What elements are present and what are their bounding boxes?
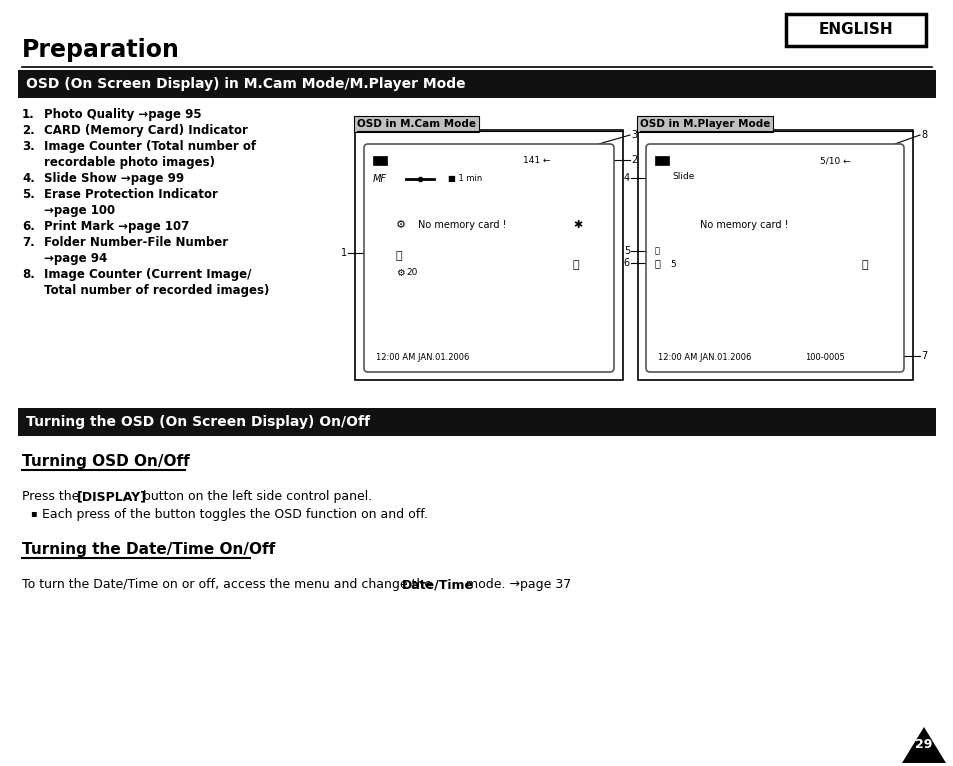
Text: 12:00 AM JAN.01.2006: 12:00 AM JAN.01.2006 [375, 353, 469, 362]
Text: Turning the Date/Time On/Off: Turning the Date/Time On/Off [22, 542, 275, 557]
Text: Slide: Slide [671, 172, 694, 181]
Text: Erase Protection Indicator: Erase Protection Indicator [44, 188, 217, 201]
Text: ⚙: ⚙ [395, 268, 404, 278]
Text: 2: 2 [630, 155, 637, 165]
Text: 4: 4 [623, 173, 629, 183]
Text: 29: 29 [914, 738, 932, 751]
Text: Each press of the button toggles the OSD function on and off.: Each press of the button toggles the OSD… [42, 508, 428, 521]
Text: No memory card !: No memory card ! [700, 220, 788, 230]
Text: Total number of recorded images): Total number of recorded images) [44, 284, 269, 297]
Text: 3.: 3. [22, 140, 34, 153]
Text: No memory card !: No memory card ! [417, 220, 506, 230]
Text: 12:00 AM JAN.01.2006: 12:00 AM JAN.01.2006 [658, 353, 751, 362]
Text: ▪: ▪ [30, 508, 36, 518]
Bar [18, 408, 935, 436]
Text: ✱: ✱ [573, 220, 581, 230]
Text: 2.: 2. [22, 124, 34, 137]
Text: 6: 6 [623, 258, 629, 268]
Text: 6.: 6. [22, 220, 35, 233]
Text: 5.: 5. [22, 188, 35, 201]
Text: OSD in M.Cam Mode: OSD in M.Cam Mode [356, 119, 476, 129]
Text: Press the: Press the [22, 490, 83, 503]
Text: 141 ←: 141 ← [522, 156, 550, 165]
Text: ⎙: ⎙ [655, 258, 660, 268]
Text: ⧉: ⧉ [573, 260, 579, 270]
Text: To turn the Date/Time on or off, access the menu and change the: To turn the Date/Time on or off, access … [22, 578, 436, 591]
Text: →page 100: →page 100 [44, 204, 115, 217]
Text: 5: 5 [669, 260, 675, 269]
Text: 4.: 4. [22, 172, 35, 185]
Text: button on the left side control panel.: button on the left side control panel. [139, 490, 372, 503]
Text: Turning OSD On/Off: Turning OSD On/Off [22, 454, 190, 469]
Text: OSD in M.Player Mode: OSD in M.Player Mode [639, 119, 770, 129]
Text: CARD (Memory Card) Indicator: CARD (Memory Card) Indicator [44, 124, 248, 137]
Bar [655, 156, 668, 165]
Text: 8.: 8. [22, 268, 35, 281]
Text: mode. →page 37: mode. →page 37 [461, 578, 571, 591]
Text: Image Counter (Total number of: Image Counter (Total number of [44, 140, 255, 153]
Text: Photo Quality →page 95: Photo Quality →page 95 [44, 108, 201, 121]
Text: Slide Show →page 99: Slide Show →page 99 [44, 172, 184, 185]
Text: 1.: 1. [22, 108, 34, 121]
Text: ■ 1 min: ■ 1 min [448, 174, 482, 183]
Bar [18, 70, 935, 98]
Text: recordable photo images): recordable photo images) [44, 156, 214, 169]
Bar [785, 14, 925, 46]
Text: 8: 8 [920, 130, 926, 140]
Text: ⚙: ⚙ [395, 220, 406, 230]
FancyBboxPatch shape [645, 144, 903, 372]
Text: Print Mark →page 107: Print Mark →page 107 [44, 220, 189, 233]
Text: 5/10 ←: 5/10 ← [820, 156, 850, 165]
Bar [373, 156, 387, 165]
Text: Date/Time: Date/Time [401, 578, 474, 591]
Text: ENGLISH: ENGLISH [818, 22, 892, 38]
Text: Preparation: Preparation [22, 38, 180, 62]
Text: 7.: 7. [22, 236, 34, 249]
Text: OSD (On Screen Display) in M.Cam Mode/M.Player Mode: OSD (On Screen Display) in M.Cam Mode/M.… [26, 77, 465, 91]
Text: ⎙: ⎙ [395, 251, 402, 261]
Text: →page 94: →page 94 [44, 252, 107, 265]
Bar [638, 130, 912, 380]
Text: ⧉: ⧉ [862, 260, 868, 270]
Text: 7: 7 [920, 351, 926, 361]
Text: MF: MF [373, 174, 387, 184]
Text: 20: 20 [406, 268, 416, 277]
Bar [355, 130, 622, 380]
Text: 3: 3 [630, 130, 637, 140]
FancyBboxPatch shape [364, 144, 614, 372]
Text: 🔒: 🔒 [655, 246, 659, 255]
Text: 5: 5 [623, 246, 629, 256]
Text: [DISPLAY]: [DISPLAY] [77, 490, 147, 503]
Text: Turning the OSD (On Screen Display) On/Off: Turning the OSD (On Screen Display) On/O… [26, 415, 370, 429]
Text: Folder Number-File Number: Folder Number-File Number [44, 236, 228, 249]
Text: 100-0005: 100-0005 [804, 353, 843, 362]
Text: 1: 1 [340, 248, 347, 258]
Text: Image Counter (Current Image/: Image Counter (Current Image/ [44, 268, 251, 281]
Polygon shape [901, 727, 945, 763]
